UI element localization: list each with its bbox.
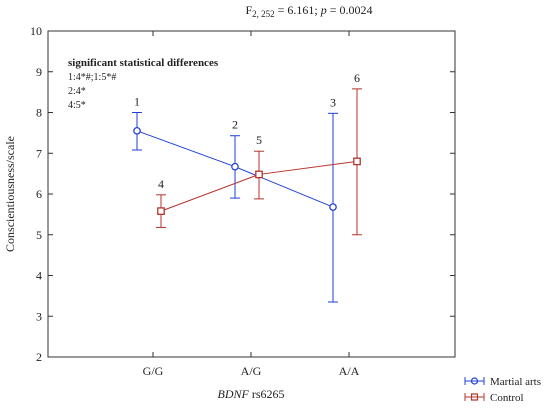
significance-annotation: significant statistical differences 1:4*… (68, 57, 219, 111)
y-tick-label: 8 (36, 106, 42, 120)
chart-title: F2, 252 = 6.161; p = 0.0024 (245, 3, 372, 19)
y-axis-title: Conscientiousness/scale (3, 136, 17, 252)
y-tick-label: 3 (36, 309, 42, 323)
y-tick-label: 9 (36, 65, 42, 79)
legend-marker-circle-icon (470, 377, 479, 385)
title-p-label: p (320, 3, 327, 17)
x-axis-title-gene: BDNF (217, 387, 249, 401)
point-label: 4 (158, 177, 164, 191)
point-label: 2 (232, 118, 238, 132)
x-axis: G/G A/G A/A (143, 31, 360, 378)
x-tick-label: G/G (143, 364, 164, 378)
legend: Martial arts Control (464, 376, 541, 404)
annotation-line: 1:4*#;1:5*# (68, 72, 116, 83)
x-axis-title-snp: rs6265 (249, 387, 285, 401)
legend-item-control: Control (464, 392, 524, 404)
series-martial-arts: 1 2 3 (132, 95, 338, 303)
data-point-circle (329, 203, 337, 211)
y-tick-label: 7 (36, 146, 42, 160)
annotation-title: significant statistical differences (68, 57, 219, 69)
y-tick-label: 6 (36, 187, 42, 201)
point-label: 5 (256, 133, 262, 147)
annotation-line: 4:5* (68, 100, 86, 111)
y-tick-label: 10 (30, 24, 42, 38)
title-f: F (245, 3, 252, 17)
data-point-square (353, 157, 361, 166)
x-tick-label: A/A (339, 364, 360, 378)
title-subscript: 2, 252 (252, 9, 275, 19)
point-label: 1 (134, 95, 140, 109)
legend-item-martial-arts: Martial arts (464, 376, 541, 388)
data-point-circle (231, 162, 239, 171)
x-axis-title: BDNF rs6265 (217, 387, 284, 401)
x-tick-label: A/G (241, 364, 262, 378)
data-point-circle (133, 126, 141, 135)
legend-label-control: Control (490, 392, 524, 404)
title-p-value: = 0.0024 (327, 3, 373, 17)
legend-label-martial-arts: Martial arts (490, 376, 541, 388)
y-tick-label: 4 (36, 269, 42, 283)
title-statistic: = 6.161; (275, 3, 321, 17)
series-layer: 1 2 3 4 5 6 (132, 71, 362, 303)
series-control: 4 5 6 (156, 71, 362, 236)
y-axis: 2 3 4 5 6 7 8 9 10 (30, 24, 455, 364)
annotation-line: 2:4* (68, 86, 86, 97)
y-tick-label: 5 (36, 228, 42, 242)
point-label: 6 (354, 71, 360, 85)
data-point-square (255, 170, 263, 179)
point-label: 3 (330, 95, 336, 109)
y-tick-label: 2 (36, 350, 42, 364)
legend-marker-square-icon (470, 393, 479, 401)
data-point-square (157, 207, 165, 215)
